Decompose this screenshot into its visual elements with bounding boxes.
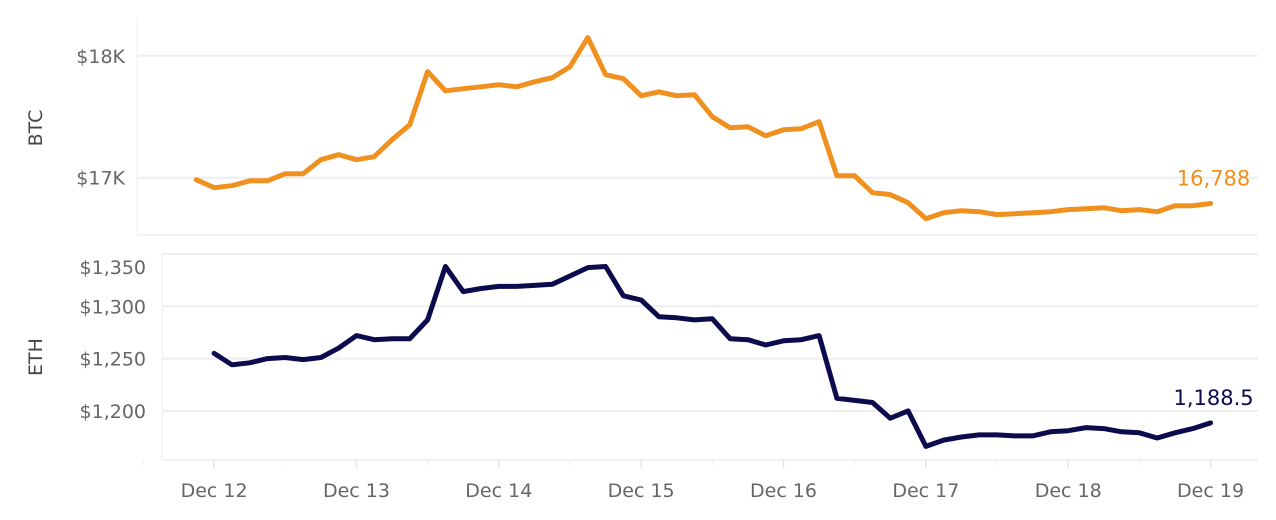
eth-last-value-label: 1,188.5 [1173, 386, 1253, 410]
x-tick-label: Dec 15 [608, 480, 675, 502]
x-tick-label: Dec 12 [181, 480, 248, 502]
x-tick-label: Dec 19 [1177, 480, 1244, 502]
eth-panel: $1,200 $1,250 $1,300 $1,350 1,188.5 [80, 254, 1258, 460]
btc-panel: $17K $18K 16,788 [76, 18, 1258, 235]
eth-y-tick-label: $1,200 [80, 401, 146, 423]
btc-price-line [196, 38, 1210, 219]
eth-axis-label: ETH [25, 338, 47, 376]
btc-axis-label: BTC [25, 110, 47, 147]
x-tick-label: Dec 18 [1035, 480, 1102, 502]
x-tick-label: Dec 13 [323, 480, 390, 502]
btc-y-tick-label: $17K [76, 168, 125, 190]
x-tick-label: Dec 14 [465, 480, 532, 502]
eth-y-tick-label: $1,300 [80, 296, 146, 318]
eth-y-tick-label: $1,350 [80, 257, 146, 279]
x-tick-label: Dec 17 [892, 480, 959, 502]
x-axis: Dec 12 Dec 13 Dec 14 Dec 15 Dec 16 Dec 17 Dec … [143, 460, 1244, 502]
x-tick-label: Dec 16 [750, 480, 817, 502]
btc-last-value-label: 16,788 [1177, 167, 1250, 191]
eth-y-tick-label: $1,250 [80, 349, 146, 371]
eth-price-line [214, 267, 1211, 447]
btc-y-tick-label: $18K [76, 46, 125, 68]
